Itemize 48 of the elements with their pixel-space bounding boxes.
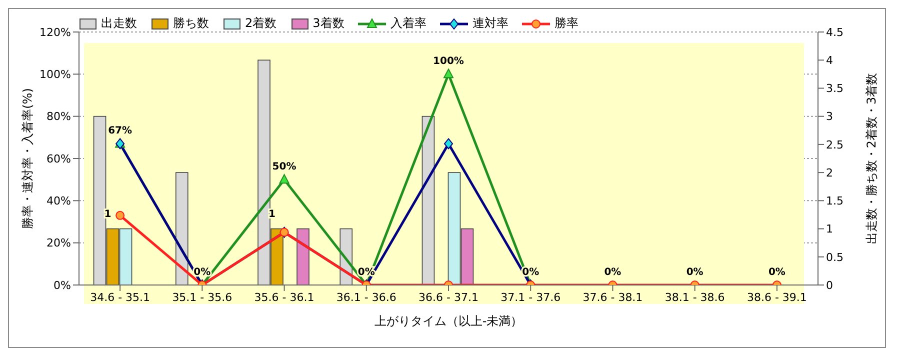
x-tick-label: 37.6 - 38.1: [582, 290, 643, 304]
y-tick-label: 20%: [46, 236, 71, 250]
x-tick-label: 37.1 - 37.6: [500, 290, 561, 304]
y2-tick-label: 3: [826, 110, 833, 124]
data-label: 0%: [768, 267, 786, 278]
legend-label: 勝ち数: [173, 15, 209, 32]
data-label: 50%: [272, 162, 296, 173]
legend-label: 入着率: [390, 15, 426, 32]
x-tick-label: 34.6 - 35.1: [90, 290, 150, 304]
y-tick-label: 80%: [46, 110, 71, 124]
y-axis-title: 勝率・連対率・入着率(%): [20, 88, 34, 229]
y2-tick-label: 2.5: [826, 138, 844, 152]
y2-tick-label: 4: [826, 54, 833, 68]
y2-tick-label: 4.5: [826, 26, 844, 39]
legend-label: 2着数: [245, 15, 277, 32]
y2-tick-label: 3.5: [826, 82, 844, 96]
y2-tick-label: 0.5: [826, 250, 844, 264]
x-axis-title: 上がりタイム（以上-未満）: [374, 314, 523, 328]
y2-tick-label: 0: [826, 278, 833, 292]
point: [444, 138, 453, 150]
y-tick-label: 40%: [46, 194, 71, 208]
y2-tick-label: 1: [826, 222, 833, 236]
bar: [175, 172, 188, 285]
x-tick-label: 38.6 - 39.1: [746, 290, 807, 304]
y-tick-label: 0%: [54, 278, 71, 292]
x-tick-label: 35.1 - 35.6: [172, 290, 232, 304]
x-tick-label: 38.1 - 38.6: [664, 290, 725, 304]
y2-tick-label: 1.5: [826, 194, 844, 208]
point: [279, 174, 290, 184]
y-tick-label: 60%: [46, 152, 71, 166]
point: [116, 210, 125, 220]
y2-tick-label: 2: [826, 166, 833, 180]
bar: [296, 228, 310, 285]
data-label: 100%: [433, 56, 464, 68]
x-tick-label: 36.6 - 37.1: [418, 290, 478, 304]
x-tick-label: 35.6 - 36.1: [254, 290, 314, 304]
legend-label: 出走数: [101, 15, 137, 32]
data-label: 67%: [108, 126, 132, 137]
x-tick-label: 36.1 - 36.6: [336, 290, 396, 304]
data-label: 0%: [686, 267, 704, 278]
bar: [422, 116, 435, 285]
y2-axis-title: 出走数・勝ち数・2着数・3着数: [864, 72, 878, 244]
data-label: 0%: [604, 267, 622, 278]
legend-label: 3着数: [312, 15, 344, 32]
legend-label: 連対率: [472, 15, 508, 32]
legend-label: 勝率: [554, 15, 578, 32]
y-tick-label: 100%: [40, 68, 71, 82]
y-tick-label: 120%: [40, 26, 71, 39]
